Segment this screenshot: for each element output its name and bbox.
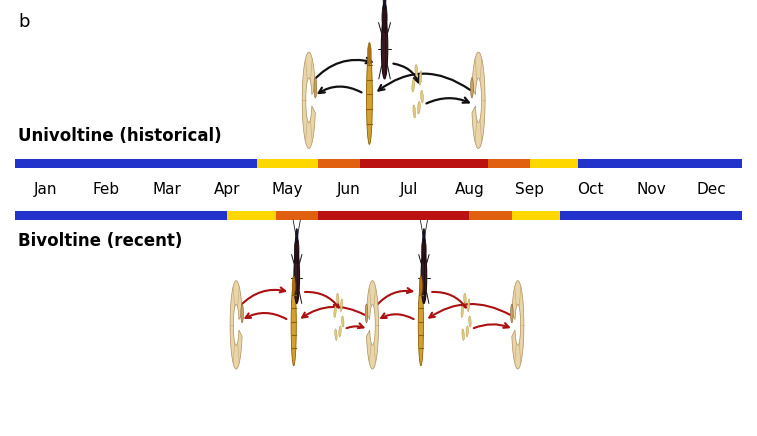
- Text: Jun: Jun: [336, 182, 360, 197]
- Ellipse shape: [314, 78, 316, 98]
- Ellipse shape: [422, 260, 423, 283]
- Polygon shape: [512, 281, 524, 369]
- Ellipse shape: [461, 306, 463, 317]
- Text: Jul: Jul: [400, 182, 418, 197]
- Text: Apr: Apr: [213, 182, 241, 197]
- Ellipse shape: [339, 326, 341, 337]
- Bar: [318, 159, 360, 168]
- Bar: [257, 159, 318, 168]
- Polygon shape: [230, 281, 242, 369]
- Ellipse shape: [471, 78, 473, 98]
- Ellipse shape: [241, 304, 244, 323]
- Ellipse shape: [292, 276, 295, 296]
- Ellipse shape: [464, 293, 466, 304]
- Text: Jan: Jan: [33, 182, 58, 197]
- Ellipse shape: [421, 249, 427, 303]
- Bar: [530, 159, 578, 168]
- Ellipse shape: [462, 329, 464, 341]
- Polygon shape: [366, 281, 378, 369]
- Text: May: May: [272, 182, 304, 197]
- Text: Mar: Mar: [152, 182, 181, 197]
- Ellipse shape: [419, 284, 423, 366]
- Bar: [512, 211, 560, 220]
- Ellipse shape: [467, 299, 470, 312]
- Ellipse shape: [341, 316, 344, 327]
- Ellipse shape: [412, 79, 415, 92]
- Text: Aug: Aug: [454, 182, 484, 197]
- Bar: [360, 159, 488, 168]
- Bar: [560, 211, 742, 220]
- Ellipse shape: [294, 237, 299, 263]
- Ellipse shape: [291, 284, 296, 366]
- Ellipse shape: [340, 299, 343, 312]
- Ellipse shape: [419, 71, 422, 85]
- Text: b: b: [18, 13, 30, 31]
- Ellipse shape: [294, 249, 300, 303]
- Text: Nov: Nov: [636, 182, 666, 197]
- Ellipse shape: [469, 316, 471, 327]
- Ellipse shape: [365, 304, 368, 323]
- Bar: [469, 211, 512, 220]
- Text: Dec: Dec: [696, 182, 727, 197]
- Bar: [488, 159, 530, 168]
- Bar: [15, 159, 257, 168]
- Ellipse shape: [510, 304, 513, 323]
- Text: Sep: Sep: [516, 182, 544, 197]
- Bar: [15, 211, 227, 220]
- Bar: [227, 211, 276, 220]
- Ellipse shape: [383, 29, 384, 56]
- Polygon shape: [302, 52, 316, 148]
- Ellipse shape: [418, 102, 420, 114]
- Ellipse shape: [335, 329, 337, 341]
- Ellipse shape: [413, 105, 416, 118]
- Ellipse shape: [422, 237, 426, 263]
- Ellipse shape: [382, 16, 388, 79]
- Ellipse shape: [295, 260, 296, 283]
- Ellipse shape: [466, 326, 469, 337]
- Ellipse shape: [366, 52, 372, 144]
- Ellipse shape: [368, 42, 371, 65]
- Text: Feb: Feb: [92, 182, 120, 197]
- Ellipse shape: [415, 65, 418, 77]
- Ellipse shape: [422, 228, 425, 243]
- Ellipse shape: [337, 293, 339, 304]
- Text: Bivoltine (recent): Bivoltine (recent): [18, 232, 182, 250]
- Ellipse shape: [382, 3, 387, 33]
- Bar: [578, 159, 742, 168]
- Ellipse shape: [419, 276, 422, 296]
- Polygon shape: [472, 52, 485, 148]
- Text: Univoltine (historical): Univoltine (historical): [18, 127, 222, 145]
- Bar: [318, 211, 469, 220]
- Text: Oct: Oct: [577, 182, 604, 197]
- Ellipse shape: [383, 0, 386, 9]
- Ellipse shape: [421, 90, 423, 103]
- Ellipse shape: [334, 306, 336, 317]
- Ellipse shape: [295, 228, 298, 243]
- Bar: [276, 211, 318, 220]
